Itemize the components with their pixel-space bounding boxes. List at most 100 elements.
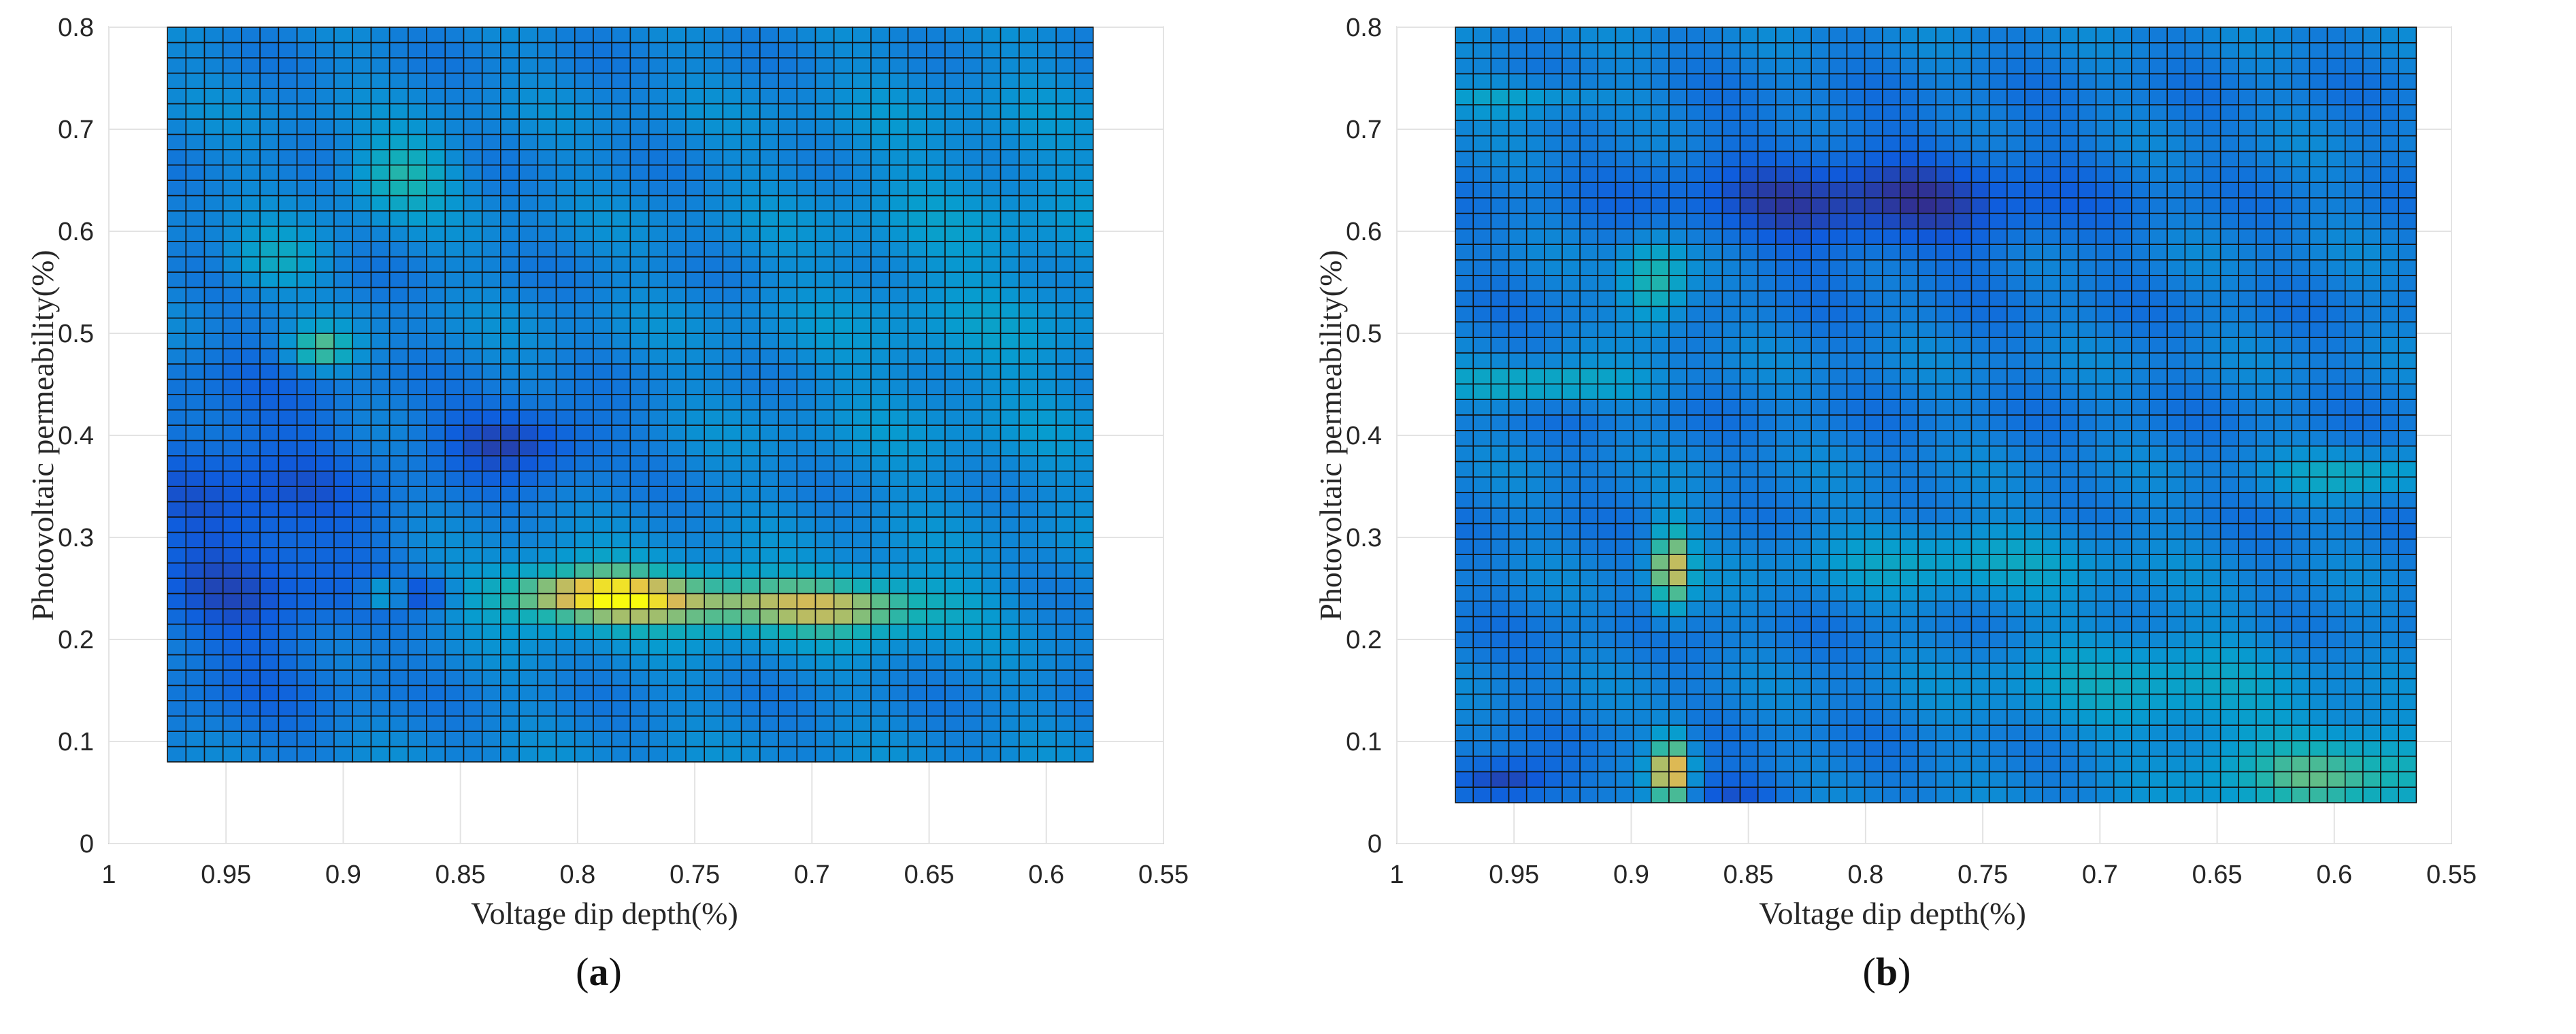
heatmap-cell — [241, 455, 261, 472]
heatmap-cell — [1935, 476, 1955, 493]
heatmap-cell — [1686, 57, 1706, 75]
heatmap-cell — [740, 271, 761, 288]
heatmap-cell — [1562, 104, 1581, 121]
heatmap-cell — [2113, 507, 2132, 524]
heatmap-cell — [2202, 150, 2222, 167]
heatmap-cell — [1544, 228, 1563, 245]
heatmap-cell — [408, 363, 427, 380]
heatmap-cell — [611, 378, 631, 395]
heatmap-cell — [185, 57, 205, 74]
heatmap-cell — [2060, 57, 2079, 75]
heatmap-cell — [370, 256, 391, 273]
heatmap-cell — [537, 486, 557, 503]
heatmap-cell — [2309, 274, 2328, 292]
heatmap-cell — [333, 41, 354, 59]
heatmap-cell — [1037, 133, 1057, 150]
heatmap-cell — [352, 669, 372, 686]
heatmap-cell — [667, 378, 687, 395]
heatmap-cell — [463, 27, 483, 44]
heatmap-cell — [1953, 476, 1972, 493]
heatmap-cell — [1525, 631, 1545, 648]
heatmap-cell — [2326, 600, 2346, 618]
heatmap-cell — [2256, 538, 2275, 556]
heatmap-cell — [1686, 771, 1706, 788]
heatmap-cell — [1055, 118, 1076, 135]
heatmap-cell — [203, 41, 224, 59]
heatmap-cell — [1597, 244, 1617, 261]
heatmap-cell — [1953, 724, 1972, 741]
heatmap-cell — [2184, 461, 2204, 478]
heatmap-cell — [1597, 507, 1617, 524]
heatmap-cell — [611, 241, 631, 258]
heatmap-cell — [1917, 755, 1937, 773]
heatmap-cell — [555, 164, 576, 181]
heatmap-cell — [2256, 305, 2275, 322]
x-tick-label: 0.8 — [559, 861, 595, 889]
heatmap-cell — [1881, 321, 1901, 338]
heatmap-cell — [185, 684, 205, 701]
heatmap-cell — [611, 333, 631, 350]
heatmap-cell — [907, 394, 927, 411]
heatmap-cell — [370, 317, 391, 334]
heatmap-cell — [185, 27, 205, 44]
heatmap-cell — [259, 608, 280, 625]
heatmap-cell — [1793, 135, 1812, 152]
heatmap-cell — [667, 486, 687, 503]
heatmap-cell — [426, 256, 446, 273]
heatmap-cell — [1632, 337, 1652, 354]
heatmap-cell — [444, 654, 465, 671]
heatmap-cell — [1775, 321, 1794, 338]
heatmap-cell — [296, 501, 316, 518]
heatmap-cell — [2166, 771, 2186, 788]
heatmap-cell — [2291, 367, 2311, 385]
heatmap-cell — [1686, 647, 1706, 664]
heatmap-cell — [1472, 445, 1492, 463]
heatmap-cell — [1775, 414, 1794, 431]
heatmap-cell — [408, 424, 427, 441]
heatmap-cell — [833, 88, 853, 105]
heatmap-cell — [1668, 352, 1687, 369]
heatmap-cell — [408, 27, 427, 44]
heatmap-cell — [1074, 547, 1094, 564]
heatmap-cell — [1900, 476, 1919, 493]
heatmap-cell — [222, 501, 242, 518]
heatmap-cell — [1704, 228, 1723, 245]
heatmap-cell — [667, 57, 687, 74]
heatmap-cell — [759, 409, 779, 426]
heatmap-cell — [963, 317, 983, 334]
heatmap-cell — [408, 333, 427, 350]
heatmap-cell — [981, 578, 1002, 595]
heatmap-cell — [907, 439, 927, 456]
heatmap-cell — [1472, 135, 1492, 152]
heatmap-cell — [352, 164, 372, 181]
heatmap-cell — [2256, 57, 2275, 75]
heatmap-cell — [2291, 461, 2311, 478]
heatmap-cell — [740, 72, 761, 89]
heatmap-cell — [1953, 492, 1972, 509]
heatmap-cell — [1579, 212, 1599, 230]
heatmap-cell — [2202, 554, 2222, 571]
heatmap-cell — [907, 27, 927, 44]
heatmap-cell — [1019, 149, 1038, 166]
heatmap-cell — [944, 302, 964, 319]
heatmap-cell — [1757, 166, 1777, 183]
heatmap-cell — [278, 516, 298, 533]
heatmap-cell — [2149, 662, 2168, 680]
heatmap-cell — [370, 88, 391, 105]
heatmap-cell — [1019, 715, 1038, 732]
heatmap-cell — [537, 149, 557, 166]
heatmap-cell — [1579, 73, 1599, 90]
heatmap-cell — [740, 256, 761, 273]
heatmap-cell — [1562, 399, 1581, 416]
heatmap-cell — [667, 409, 687, 426]
heatmap-cell — [2326, 569, 2346, 586]
heatmap-cell — [444, 72, 465, 89]
heatmap-cell — [1828, 507, 1848, 524]
heatmap-cell — [2344, 755, 2364, 773]
heatmap-cell — [2219, 290, 2239, 307]
heatmap-cell — [2131, 383, 2150, 401]
heatmap-cell — [1970, 616, 1990, 633]
heatmap-cell — [981, 608, 1002, 625]
heatmap-cell — [518, 103, 539, 120]
heatmap-cell — [889, 593, 909, 610]
